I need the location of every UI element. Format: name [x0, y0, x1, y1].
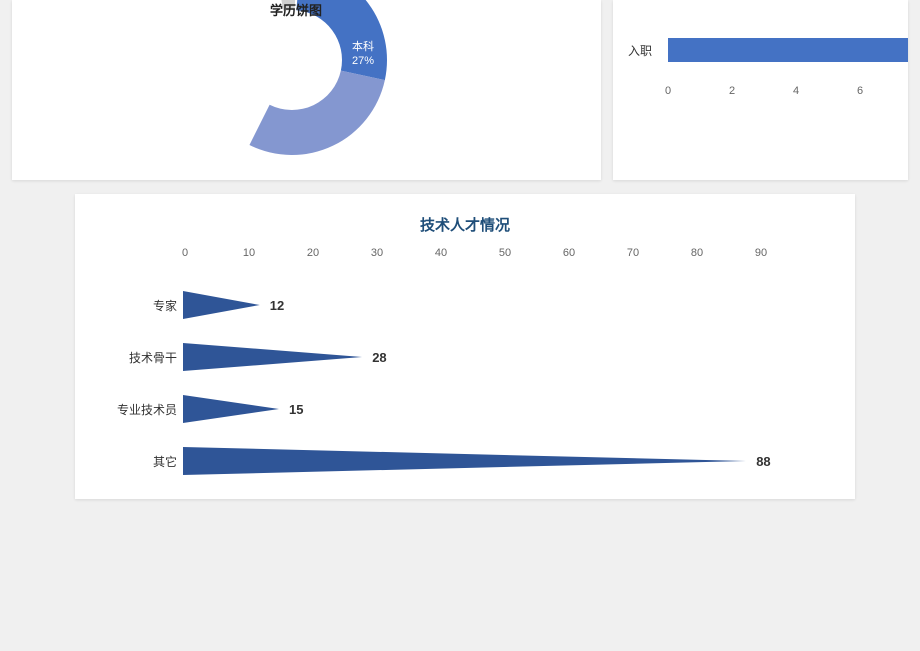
donut-slice-1: [249, 71, 384, 155]
hbar-tick: 2: [729, 85, 735, 97]
funnel-value-label: 88: [756, 454, 770, 469]
funnel-triangle: [183, 343, 362, 371]
funnel-tick: 60: [563, 247, 575, 259]
funnel-axis: 0 10 20 30 40 50 60 70 80 90: [185, 247, 825, 267]
funnel-category-label: 专业技术员: [105, 401, 183, 418]
funnel-triangle: [183, 447, 746, 475]
hbar-category-label: 入职: [628, 42, 652, 59]
funnel-triangle: [183, 291, 260, 319]
funnel-row: 技术骨干 28: [105, 331, 825, 383]
funnel-rows: 专家 12 技术骨干 28 专业技术员 15 其它 88: [105, 279, 825, 487]
funnel-value-label: 28: [372, 350, 386, 365]
funnel-value-label: 12: [270, 298, 284, 313]
funnel-row: 专家 12: [105, 279, 825, 331]
funnel-row: 专业技术员 15: [105, 383, 825, 435]
funnel-tick: 10: [243, 247, 255, 259]
funnel-tick: 0: [182, 247, 188, 259]
funnel-bar-area: 28: [183, 331, 825, 383]
funnel-bar-area: 12: [183, 279, 825, 331]
hbar-chart-card: 入职 0 2 4 6: [613, 0, 908, 180]
funnel-category-label: 技术骨干: [105, 349, 183, 366]
funnel-tick: 90: [755, 247, 767, 259]
hbar-tick: 4: [793, 85, 799, 97]
hbar-bar-0: [668, 38, 908, 62]
funnel-tick: 30: [371, 247, 383, 259]
funnel-triangle: [183, 395, 279, 423]
funnel-category-label: 专家: [105, 297, 183, 314]
donut-title: 学历饼图: [270, 0, 322, 19]
funnel-row: 其它 88: [105, 435, 825, 487]
donut-chart-card: 学历饼图 本科 27% 研究生 29%: [12, 0, 601, 180]
funnel-tick: 80: [691, 247, 703, 259]
donut-slice-label-1: 研究生 29%: [207, 70, 240, 99]
hbar-tick: 0: [665, 85, 671, 97]
funnel-tick: 40: [435, 247, 447, 259]
donut-chart-svg: [162, 0, 422, 180]
funnel-chart-card: 技术人才情况 0 10 20 30 40 50 60 70 80 90 专家 12 技术骨干 28 专业技…: [75, 194, 855, 499]
funnel-tick: 20: [307, 247, 319, 259]
funnel-bar-area: 15: [183, 383, 825, 435]
funnel-title: 技术人才情况: [105, 214, 825, 235]
hbar-tick: 6: [857, 85, 863, 97]
funnel-tick: 70: [627, 247, 639, 259]
donut-slice-label-0: 本科 27%: [352, 40, 374, 69]
funnel-bar-area: 88: [183, 435, 825, 487]
funnel-value-label: 15: [289, 402, 303, 417]
funnel-tick: 50: [499, 247, 511, 259]
funnel-category-label: 其它: [105, 453, 183, 470]
